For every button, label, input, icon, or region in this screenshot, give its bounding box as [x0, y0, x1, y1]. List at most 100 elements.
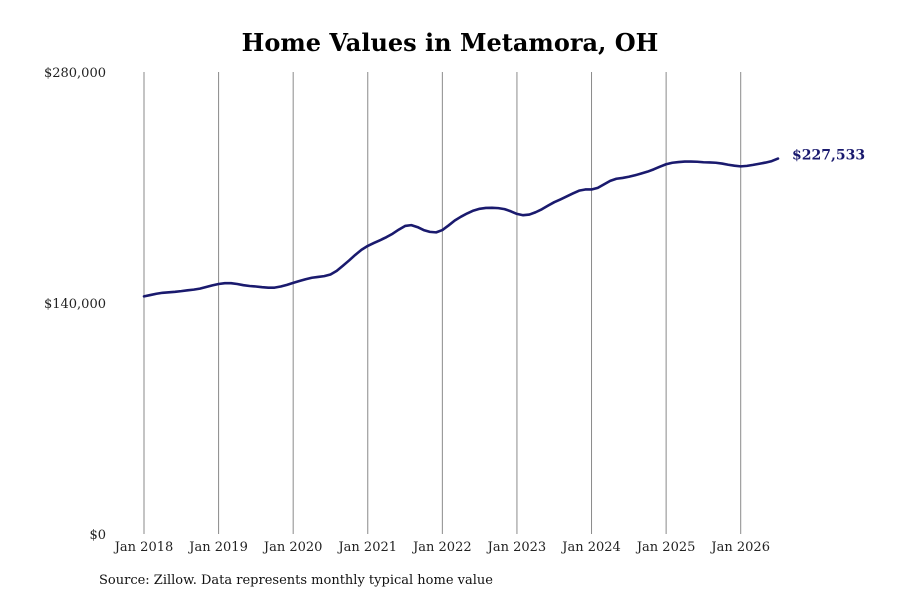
- data-point: [634, 174, 636, 177]
- data-point: [466, 212, 469, 215]
- data-point: [248, 285, 251, 287]
- y-axis-ticks: $0 $140,000 $280,000: [44, 66, 106, 543]
- data-point: [503, 208, 506, 210]
- x-tick-label: Jan 2024: [560, 540, 621, 555]
- data-point: [217, 283, 220, 285]
- data-point: [516, 213, 518, 215]
- data-point: [541, 208, 543, 211]
- data-point: [578, 189, 580, 192]
- data-point: [360, 248, 363, 251]
- data-point: [572, 192, 574, 195]
- gridlines: [143, 72, 742, 534]
- data-point: [696, 160, 698, 163]
- x-tick-label: Jan 2019: [187, 540, 248, 555]
- data-point: [180, 290, 183, 292]
- y-tick-label: $280,000: [44, 66, 106, 81]
- data-point: [279, 285, 282, 288]
- x-tick-label: Jan 2025: [635, 540, 696, 555]
- end-value-label: $227,533: [792, 148, 865, 164]
- data-point: [192, 288, 195, 291]
- data-point: [478, 207, 481, 210]
- y-tick-label: $0: [89, 528, 106, 543]
- series-layer: [142, 157, 780, 298]
- data-point: [739, 165, 742, 168]
- data-point: [416, 226, 419, 228]
- data-point: [528, 213, 531, 216]
- data-point: [242, 284, 245, 286]
- data-point: [298, 280, 301, 282]
- data-point: [273, 286, 276, 289]
- x-axis-ticks: Jan 2018 Jan 2019 Jan 2020 Jan 2021 Jan 2022…: [113, 540, 770, 555]
- data-point: [733, 164, 736, 167]
- data-point: [168, 291, 170, 294]
- chart-title: Home Values in Metamora, OH: [241, 28, 659, 57]
- data-point: [702, 161, 705, 164]
- data-point: [727, 163, 730, 166]
- x-tick-label: Jan 2026: [709, 540, 770, 555]
- data-point: [311, 276, 313, 279]
- data-point: [596, 187, 599, 189]
- data-point: [323, 275, 326, 277]
- data-point: [348, 259, 350, 262]
- data-point: [236, 283, 239, 285]
- data-point: [447, 224, 450, 227]
- data-point: [758, 162, 761, 165]
- x-tick-label: Jan 2018: [113, 540, 174, 555]
- data-point: [354, 254, 357, 256]
- data-point: [149, 294, 152, 296]
- data-point: [485, 207, 487, 209]
- data-point: [640, 172, 643, 175]
- data-point: [422, 229, 425, 231]
- data-point: [199, 287, 201, 290]
- data-point: [211, 284, 214, 287]
- data-point: [770, 160, 773, 162]
- data-point: [646, 170, 649, 173]
- data-point: [224, 282, 226, 285]
- x-tick-label: Jan 2022: [411, 540, 472, 555]
- data-point: [721, 162, 723, 165]
- data-point: [665, 163, 667, 166]
- data-point: [379, 239, 381, 241]
- data-point: [677, 161, 680, 163]
- data-point: [615, 177, 618, 180]
- data-point: [534, 211, 537, 214]
- data-point: [373, 242, 375, 244]
- data-point: [715, 161, 717, 164]
- data-points: [143, 157, 779, 298]
- data-point: [317, 276, 319, 278]
- data-point: [205, 286, 207, 288]
- data-point: [304, 278, 307, 281]
- data-point: [522, 214, 524, 217]
- series-line: [142, 157, 780, 298]
- data-point: [628, 175, 630, 178]
- data-point: [603, 183, 605, 186]
- data-point: [746, 165, 748, 167]
- data-point: [553, 201, 556, 203]
- data-point: [497, 207, 500, 209]
- data-point: [453, 219, 456, 222]
- data-point: [509, 210, 512, 213]
- data-point: [460, 215, 462, 218]
- data-point: [267, 286, 270, 289]
- data-point: [777, 157, 779, 160]
- data-point: [683, 160, 686, 163]
- data-point: [690, 160, 692, 163]
- data-point: [752, 164, 754, 166]
- data-point: [385, 236, 388, 238]
- data-point: [174, 290, 176, 293]
- data-point: [441, 229, 444, 231]
- data-point: [255, 285, 257, 288]
- data-point: [429, 231, 431, 233]
- data-point: [491, 206, 493, 209]
- data-point: [621, 177, 624, 179]
- x-tick-label: Jan 2020: [262, 540, 323, 555]
- data-point: [547, 204, 549, 207]
- data-point: [366, 245, 369, 247]
- data-point: [155, 292, 158, 295]
- data-point: [410, 224, 413, 226]
- y-tick-label: $140,000: [44, 297, 106, 312]
- data-point: [230, 282, 232, 285]
- x-tick-label: Jan 2021: [336, 540, 397, 555]
- data-point: [261, 286, 263, 288]
